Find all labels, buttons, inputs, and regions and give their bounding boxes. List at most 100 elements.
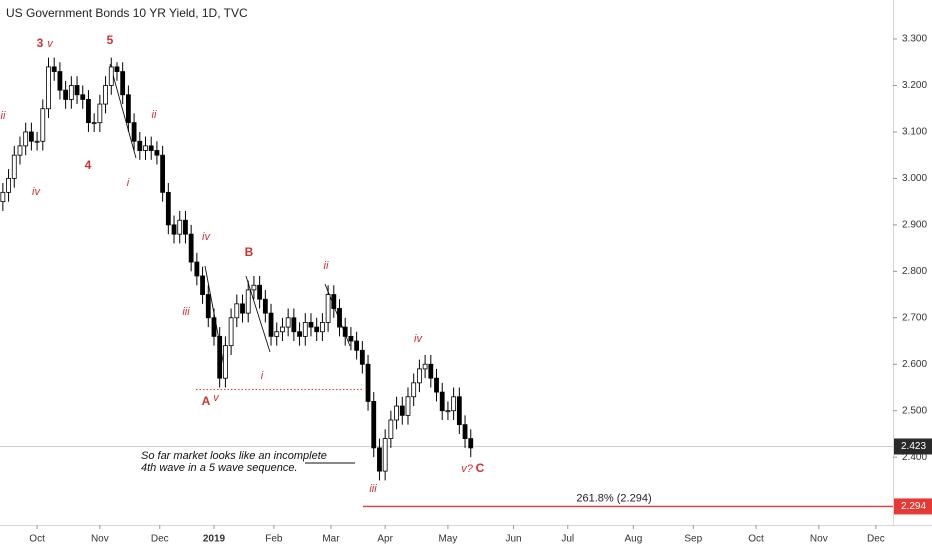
candle-body xyxy=(388,419,394,439)
y-tick-label: 3.100 xyxy=(902,127,927,138)
wave-label: C xyxy=(476,461,485,475)
candle-body xyxy=(257,284,263,300)
x-tick-label: Nov xyxy=(91,534,109,545)
candle-body xyxy=(377,447,382,472)
candle-body xyxy=(217,335,223,379)
x-tick-label: Jun xyxy=(505,534,521,545)
note-line: 4th wave in a 5 wave sequence. xyxy=(141,462,298,474)
candle-body xyxy=(154,150,160,156)
candle-body xyxy=(456,396,462,426)
y-tick-label: 2.800 xyxy=(902,266,927,277)
candle-body xyxy=(46,66,51,110)
candle-body xyxy=(51,66,57,72)
x-tick-label: Mar xyxy=(322,534,340,545)
candle-body xyxy=(108,66,114,86)
candle-body xyxy=(354,340,360,351)
fib-axis-box xyxy=(894,498,932,515)
wave-label: 5 xyxy=(107,33,114,47)
candle-body xyxy=(171,224,177,235)
wave-label: iv xyxy=(414,333,423,345)
candle-body xyxy=(160,154,166,193)
candle-body xyxy=(86,99,91,124)
candle-body xyxy=(228,317,234,347)
candle-body xyxy=(411,382,417,398)
candle-body xyxy=(103,85,108,105)
candle-body xyxy=(165,191,171,226)
y-tick-label: 3.200 xyxy=(902,80,927,91)
candle-body xyxy=(211,317,217,337)
wave-label: ii xyxy=(324,260,329,272)
candle-body xyxy=(6,178,11,193)
candle-body xyxy=(416,368,422,384)
candle-body xyxy=(319,322,325,333)
wave-label: ii xyxy=(152,109,157,121)
y-tick-label: 2.400 xyxy=(902,452,927,463)
y-tick-label: 2.900 xyxy=(902,220,927,231)
candle-body xyxy=(0,191,6,203)
wave-label: iii xyxy=(369,483,377,495)
x-tick-label: Nov xyxy=(810,534,828,545)
wave-label: i xyxy=(127,177,130,189)
candles xyxy=(0,57,474,481)
chart-title: US Government Bonds 10 YR Yield, 1D, TVC xyxy=(6,6,248,20)
candle-body xyxy=(68,85,74,100)
candle-body xyxy=(17,145,23,156)
candle-body xyxy=(405,396,411,416)
candle-body xyxy=(63,89,69,100)
candle-body xyxy=(285,317,291,328)
candle-body xyxy=(314,326,320,333)
candle-body xyxy=(371,401,377,449)
wave-label: iii xyxy=(182,306,190,318)
x-tick-label: Sep xyxy=(684,534,702,545)
candle-body xyxy=(297,331,302,337)
candle-body xyxy=(200,275,205,295)
wave-label: v? xyxy=(461,463,474,475)
fib-label: 261.8% (2.294) xyxy=(576,492,651,504)
candle-body xyxy=(251,284,257,291)
candle-body xyxy=(125,94,131,124)
candle-body xyxy=(28,131,34,142)
candle-body xyxy=(348,335,354,342)
x-tick-label: Aug xyxy=(624,534,642,545)
note-line: So far market looks like an incomplete xyxy=(141,450,327,462)
wave-label: B xyxy=(245,245,254,259)
candle-body xyxy=(434,377,439,393)
wave-label: v xyxy=(213,392,220,404)
x-tick-label: Oct xyxy=(748,534,764,545)
candle-body xyxy=(291,317,297,333)
candle-body xyxy=(131,122,137,142)
candle-body xyxy=(177,219,183,235)
candle-body xyxy=(302,322,308,337)
candle-body xyxy=(91,122,97,125)
candle-body xyxy=(188,233,194,263)
candle-body xyxy=(394,405,399,421)
candle-body xyxy=(359,349,365,365)
candle-body xyxy=(280,326,285,333)
wave-label: 4 xyxy=(85,158,92,172)
candle-body xyxy=(342,326,348,337)
candle-body xyxy=(234,303,240,319)
y-tick-label: 3.000 xyxy=(902,173,927,184)
y-tick-label: 2.700 xyxy=(902,312,927,323)
candle-body xyxy=(120,71,126,96)
x-tick-label: Dec xyxy=(151,534,169,545)
candle-body xyxy=(57,71,63,91)
candle-body xyxy=(445,410,451,413)
candle-body xyxy=(183,219,188,235)
candle-body xyxy=(325,294,331,323)
candle-body xyxy=(194,261,200,277)
x-tick-label: Jul xyxy=(561,534,574,545)
candle-body xyxy=(439,391,445,412)
candle-body xyxy=(468,438,474,449)
x-tick-label: Oct xyxy=(29,534,45,545)
candle-body xyxy=(205,294,211,319)
candle-body xyxy=(399,405,405,416)
x-tick-label: 2019 xyxy=(203,534,226,545)
wave-label: A xyxy=(202,394,211,408)
candle-body xyxy=(97,103,103,124)
candle-body xyxy=(34,140,40,143)
candle-body xyxy=(245,289,251,314)
fib-axis-label: 2.294 xyxy=(901,501,926,512)
wave-label: iv xyxy=(202,231,211,243)
candle-body xyxy=(428,363,434,379)
